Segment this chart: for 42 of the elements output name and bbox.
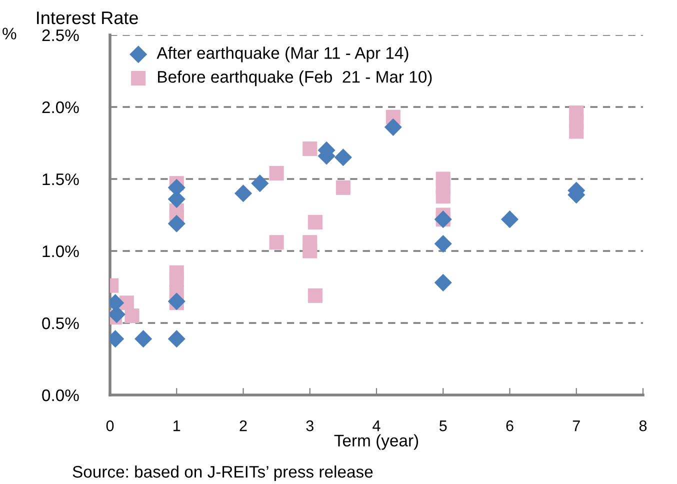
y-tick-label: 1.0% <box>42 245 79 258</box>
x-tick-label: 2 <box>240 420 247 432</box>
x-tick-label: 1 <box>174 420 180 432</box>
point <box>269 235 284 250</box>
point <box>302 244 318 258</box>
point <box>251 174 269 192</box>
point <box>168 214 186 232</box>
point <box>436 188 450 204</box>
point <box>500 210 519 228</box>
legend-label: Before earthquake (Feb 21 - Mar 10) <box>158 70 432 86</box>
source-note: Source: based on J-REITs’ press release <box>72 465 373 481</box>
point <box>384 118 402 136</box>
point <box>336 180 350 195</box>
point <box>308 214 322 230</box>
point <box>434 274 452 292</box>
point <box>269 166 284 181</box>
point <box>168 292 186 310</box>
point <box>302 141 318 156</box>
x-tick-label: 5 <box>439 420 447 432</box>
point <box>334 148 352 166</box>
point <box>134 330 152 348</box>
legend-label: After earthquake (Mar 11 - Apr 14) <box>156 46 408 62</box>
y-tick-label: 0.0% <box>42 389 79 402</box>
y-tick-label: 2.0% <box>42 101 79 114</box>
point <box>434 235 452 253</box>
point <box>124 308 140 324</box>
point <box>569 124 584 139</box>
x-tick-label: 3 <box>306 420 314 432</box>
x-tick-label: 7 <box>572 420 580 432</box>
y-tick-label: 0.5% <box>42 317 79 330</box>
x-tick-label: 4 <box>372 420 380 432</box>
y-tick-label: 2.5% <box>42 29 79 42</box>
x-tick-label: 0 <box>106 420 114 432</box>
y-axis-title: Interest Rate <box>37 12 138 24</box>
y-tick-label: 1.5% <box>42 173 79 186</box>
x-tick-label: 6 <box>506 420 514 432</box>
point <box>308 288 322 303</box>
x-tick-label: 8 <box>639 420 647 432</box>
point <box>168 330 186 348</box>
x-axis-title: Term (year) <box>334 434 418 450</box>
text: % <box>2 28 16 40</box>
point <box>234 184 252 202</box>
